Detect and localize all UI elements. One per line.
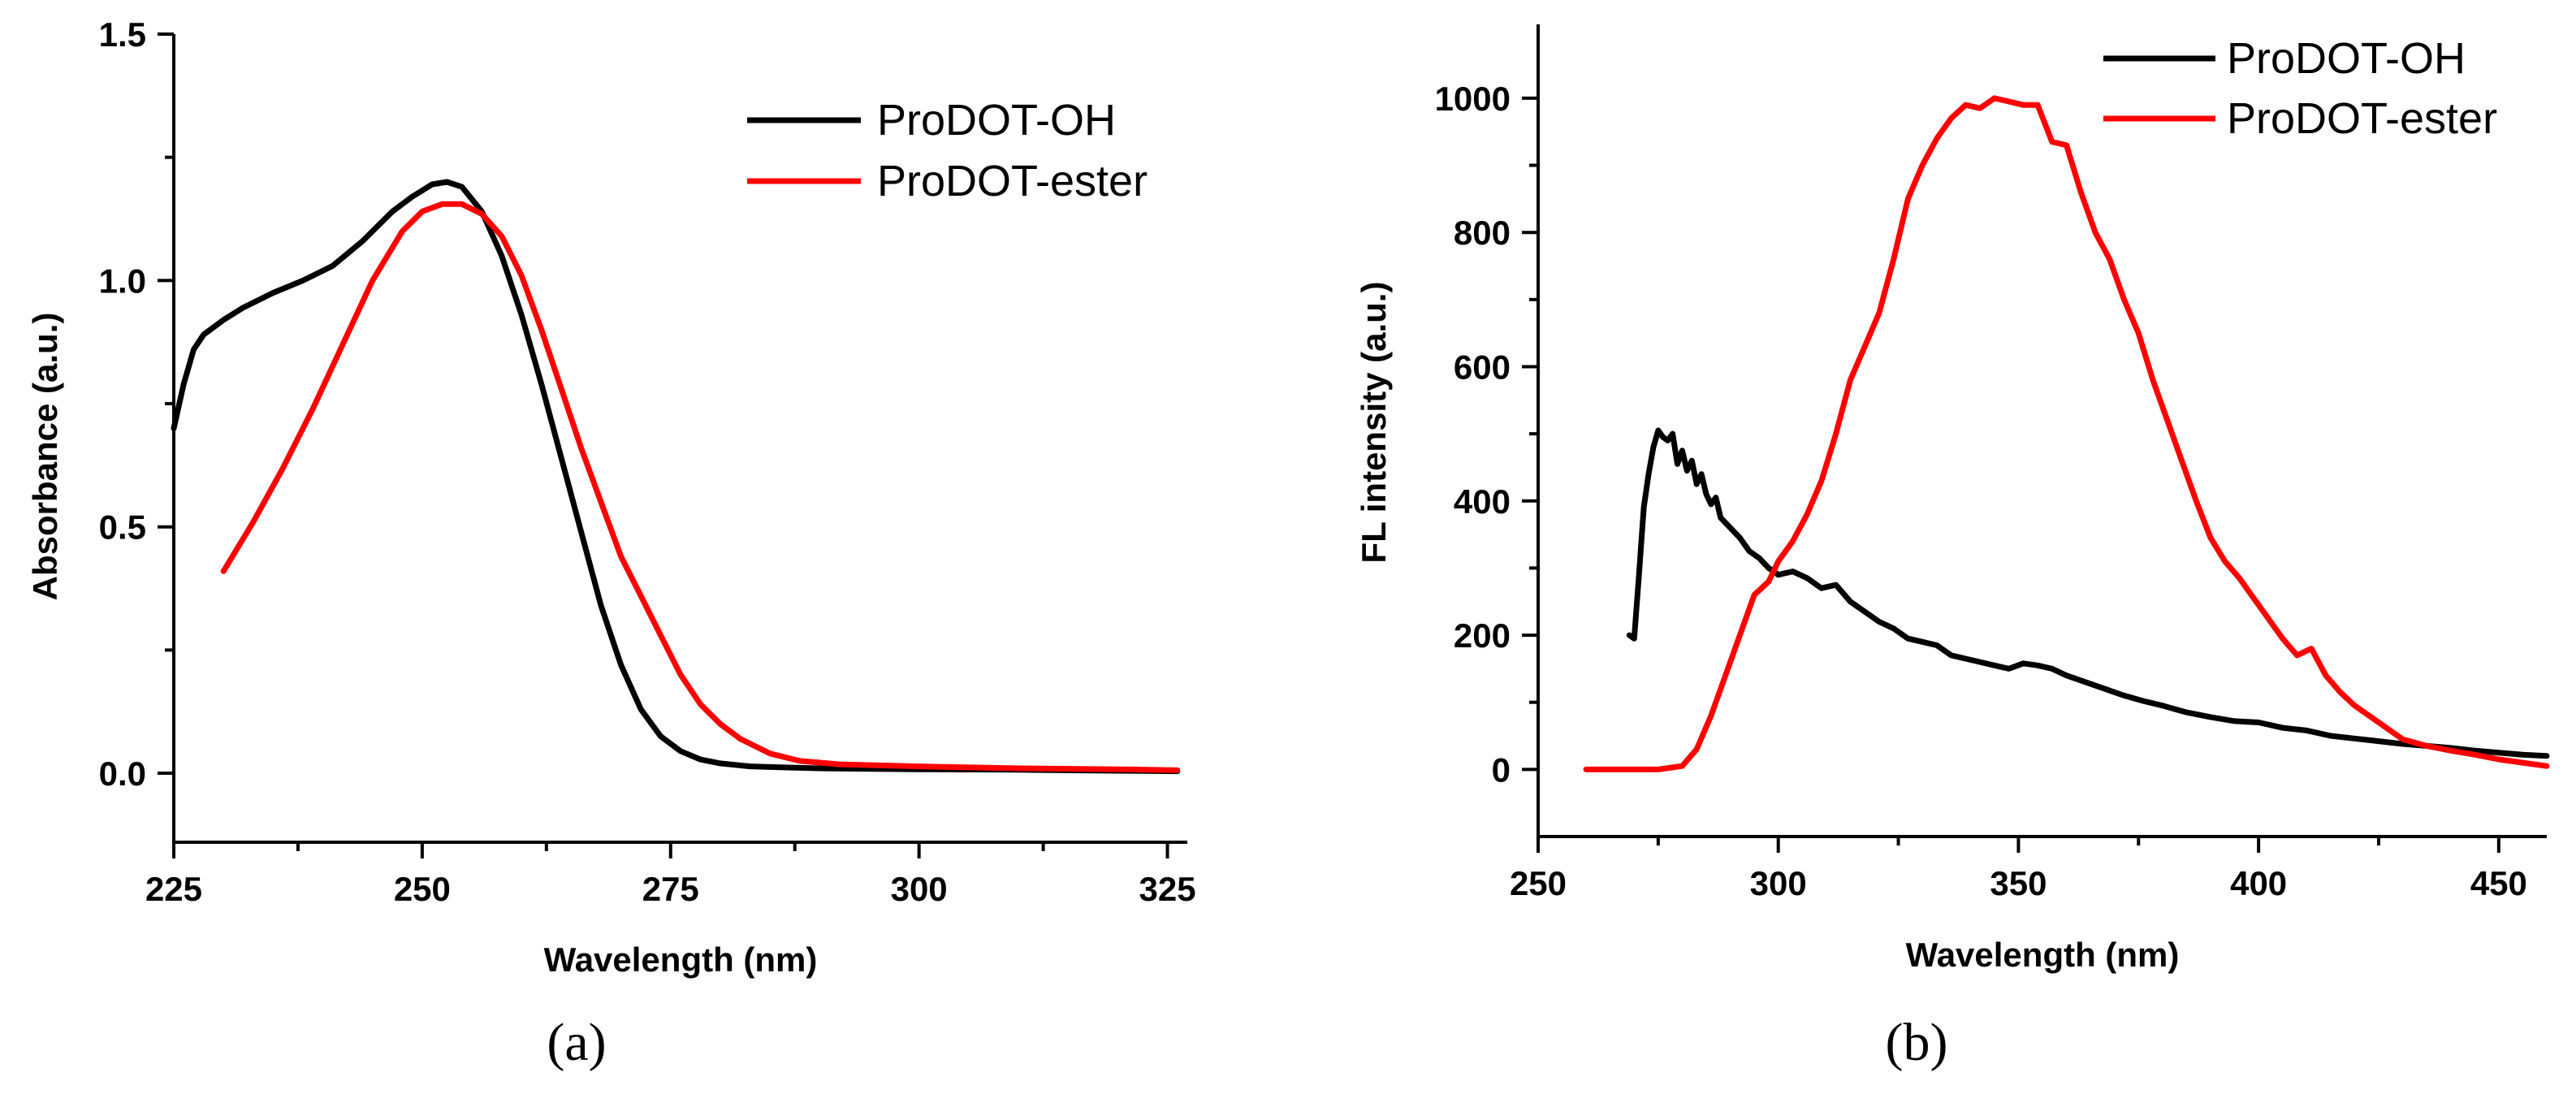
panel-b-axes <box>1537 24 2547 838</box>
panel-b-y-tick-label: 400 <box>1454 482 1511 521</box>
panel-b-label: (b) <box>1886 1013 1948 1072</box>
panel-b-x-tick-label: 450 <box>2470 864 2527 902</box>
panel-a-y-tick-label: 1.0 <box>99 262 146 300</box>
panel-b-x-tick-label: 250 <box>1510 864 1567 902</box>
panel-a-legend-label-1: ProDOT-ester <box>877 157 1148 205</box>
panel-b-series-prodot-ester-line <box>1583 95 2550 772</box>
panel-b-series-prodot-oh-line <box>1626 427 2550 759</box>
panel-a-axes <box>172 34 1187 844</box>
panel-b: 250 300 350 400 450 0 200 400 600 800 1000 Wavelen… <box>1355 24 2550 1072</box>
panel-b-xlabel: Wavelength (nm) <box>1906 936 2180 974</box>
panel-a-x-tick-label: 325 <box>1139 870 1195 908</box>
panel-b-x-tick-label: 350 <box>1990 864 2047 902</box>
panel-b-x-tick-label: 300 <box>1750 864 1807 902</box>
panel-b-legend-label-1: ProDOT-ester <box>2227 94 2497 143</box>
panel-b-x-tick-label: 400 <box>2230 864 2287 902</box>
panel-b-ylabel: FL intensity (a.u.) <box>1355 282 1393 564</box>
panel-a-series <box>171 179 1181 775</box>
panel-b-y-tick-label: 1000 <box>1435 80 1511 118</box>
panel-a-ylabel: Absorbance (a.u.) <box>26 313 64 601</box>
panel-b-ticks: 250 300 350 400 450 0 200 400 600 800 1000 <box>1435 80 2527 902</box>
panel-a-ticks: 225 250 275 300 325 0.0 0.5 1.0 1.5 <box>99 15 1196 908</box>
panel-a-series-prodot-ester-line <box>220 201 1181 773</box>
panel-a-xlabel: Wavelength (nm) <box>544 940 818 979</box>
panel-a-series-prodot-oh-line <box>171 179 1181 775</box>
panel-a-x-tick-label: 300 <box>891 870 948 908</box>
panel-b-legend-label-0: ProDOT-OH <box>2227 34 2466 83</box>
panel-b-y-tick-label: 0 <box>1492 750 1511 789</box>
panel-b-legend: ProDOT-OH ProDOT-ester <box>2103 34 2497 143</box>
panel-a-legend: ProDOT-OH ProDOT-ester <box>747 96 1148 205</box>
panel-a-y-tick-label: 0.0 <box>99 755 146 793</box>
panel-a-x-tick-label: 275 <box>642 870 699 908</box>
panel-b-series <box>1583 95 2550 772</box>
panel-a-x-tick-label: 225 <box>145 870 202 908</box>
panel-b-y-tick-label: 600 <box>1454 348 1511 386</box>
panel-a-y-tick-label: 0.5 <box>99 508 146 547</box>
panel-a-legend-label-0: ProDOT-OH <box>877 96 1116 145</box>
panel-b-y-tick-label: 200 <box>1454 616 1511 655</box>
panel-a: 225 250 275 300 325 0.0 0.5 1.0 1.5 Wavelength (… <box>26 15 1196 1072</box>
panel-b-y-tick-label: 800 <box>1454 214 1511 252</box>
panel-a-x-tick-label: 250 <box>394 870 451 908</box>
panel-a-y-tick-label: 1.5 <box>99 15 146 54</box>
panel-a-label: (a) <box>547 1013 606 1072</box>
